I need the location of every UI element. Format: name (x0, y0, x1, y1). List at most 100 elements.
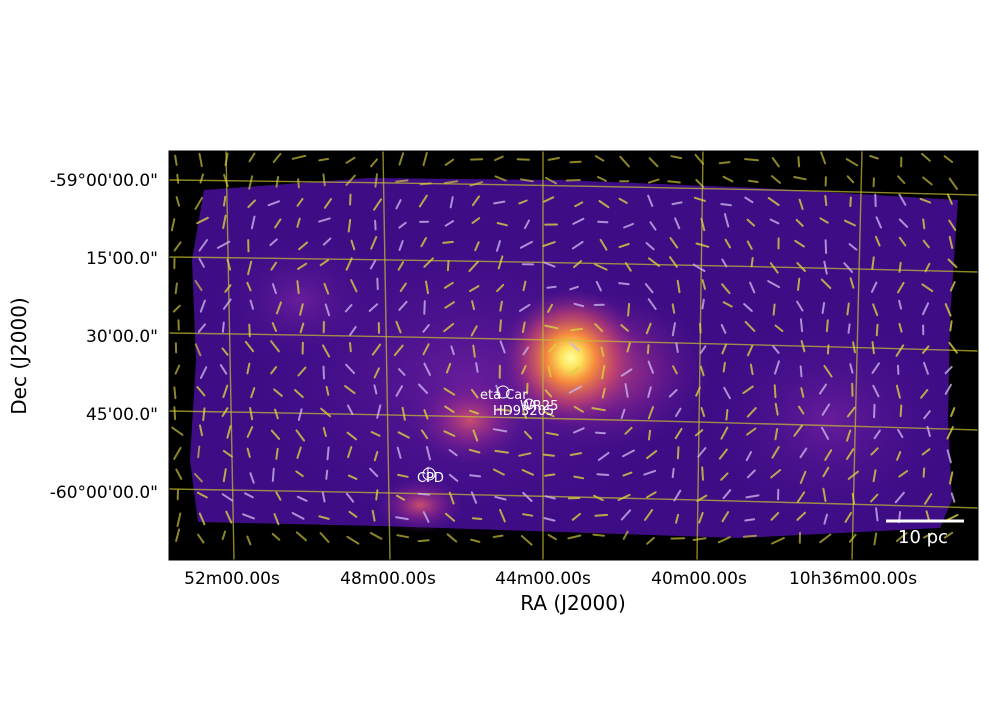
polarization-vector (202, 407, 206, 422)
polarization-vector (544, 176, 558, 185)
polarization-vector (325, 469, 329, 480)
coordinate-grid (169, 151, 978, 560)
polarization-vector (821, 426, 830, 440)
polarization-vector (196, 216, 209, 225)
dec-grid-line (169, 332, 978, 352)
polarization-vector (573, 405, 584, 413)
polarization-vector (875, 323, 879, 337)
polarization-vector (849, 363, 854, 374)
polarization-vector (273, 513, 280, 526)
polarization-vector (369, 532, 383, 540)
polarization-vector (571, 240, 584, 250)
polarization-vector (475, 362, 479, 373)
polarization-vector (368, 303, 379, 312)
x-tick-label: 10h36m00.00s (789, 569, 917, 589)
polarization-vector (543, 261, 556, 268)
y-tick-label: -60°00'00.0" (50, 483, 158, 503)
polarization-vector (597, 220, 609, 224)
polarization-vector (401, 406, 406, 421)
polarization-vector (696, 494, 708, 502)
polarization-vector (173, 241, 182, 252)
polarization-vector (573, 302, 585, 308)
emission-region (210, 230, 390, 370)
polarization-vector (569, 160, 582, 164)
polarization-vector (644, 509, 654, 521)
polarization-vector (246, 362, 251, 375)
polarization-vector (519, 240, 533, 249)
polarization-vector (395, 179, 409, 183)
polarization-vector (624, 262, 632, 272)
polarization-vector (226, 425, 232, 439)
x-tick-label: 52m00.00s (184, 569, 280, 589)
polarization-vector (442, 240, 454, 244)
polarization-vector (574, 201, 584, 208)
polarization-vector (643, 469, 657, 476)
polarization-vector (873, 429, 881, 440)
annotation-cpd: CPD (417, 471, 444, 486)
polarization-vector (299, 303, 304, 316)
polarization-vector (196, 386, 206, 397)
polarization-vector (470, 491, 478, 504)
y-tick-label: -59°00'00.0" (50, 171, 158, 191)
polarization-vector (244, 492, 254, 499)
polarization-vector (297, 408, 303, 421)
polarization-vector (823, 364, 833, 378)
polarization-vector (572, 217, 585, 225)
polarization-vector (423, 257, 434, 268)
polarization-vector (744, 518, 756, 522)
polarization-vector (849, 277, 855, 289)
polarization-vector (924, 493, 933, 505)
polarization-vector (172, 304, 181, 313)
polarization-vector (744, 158, 759, 162)
polarization-vector (770, 469, 782, 479)
polarization-vector (472, 344, 476, 358)
polarization-vector (720, 323, 727, 334)
polarization-vector (944, 383, 952, 395)
polarization-vector (847, 470, 859, 480)
polarization-vector (322, 365, 325, 380)
polarization-vector (926, 425, 931, 437)
polarization-vector (174, 154, 178, 166)
polarization-vector (544, 324, 559, 330)
polarization-vector (618, 243, 630, 249)
polarization-vector (520, 178, 534, 183)
polarization-vector (418, 383, 429, 394)
polarization-vector (246, 281, 252, 292)
polarization-vector (544, 473, 556, 477)
polarization-vector (325, 385, 330, 396)
polarization-vector (522, 280, 527, 292)
polarization-vector (596, 473, 610, 476)
polarization-vector (695, 386, 701, 397)
polarization-vector (669, 256, 678, 268)
polarization-vector (594, 263, 608, 271)
polarization-vector (274, 408, 279, 420)
polarization-vector (492, 534, 504, 538)
polarization-vector (198, 152, 203, 168)
polarization-vector (695, 178, 705, 188)
polarization-vector (543, 410, 555, 418)
polarization-vector (796, 300, 804, 312)
polarization-vector (695, 242, 710, 248)
polarization-vector (494, 495, 507, 501)
polarization-vector (496, 222, 508, 227)
polarization-vector (648, 157, 659, 168)
polarization-vector (799, 470, 807, 484)
polarization-vector (495, 384, 501, 397)
polarization-vector (222, 384, 229, 399)
polarization-vector (297, 178, 300, 189)
polarization-vector (417, 539, 430, 543)
polarization-vector (773, 384, 777, 399)
polarization-vector (446, 533, 458, 543)
polarization-vector (820, 151, 827, 165)
polarization-vector (697, 447, 707, 458)
polarization-vector (275, 301, 282, 315)
polarization-vector (674, 427, 683, 440)
polarization-vector (393, 344, 404, 357)
polarization-vector (248, 175, 254, 190)
polarization-vector (376, 277, 379, 291)
polarization-vector (950, 492, 956, 503)
polarization-vector (748, 179, 759, 183)
polarization-vector (746, 240, 753, 250)
polarization-vector (420, 237, 427, 248)
polarization-vector (469, 181, 484, 187)
